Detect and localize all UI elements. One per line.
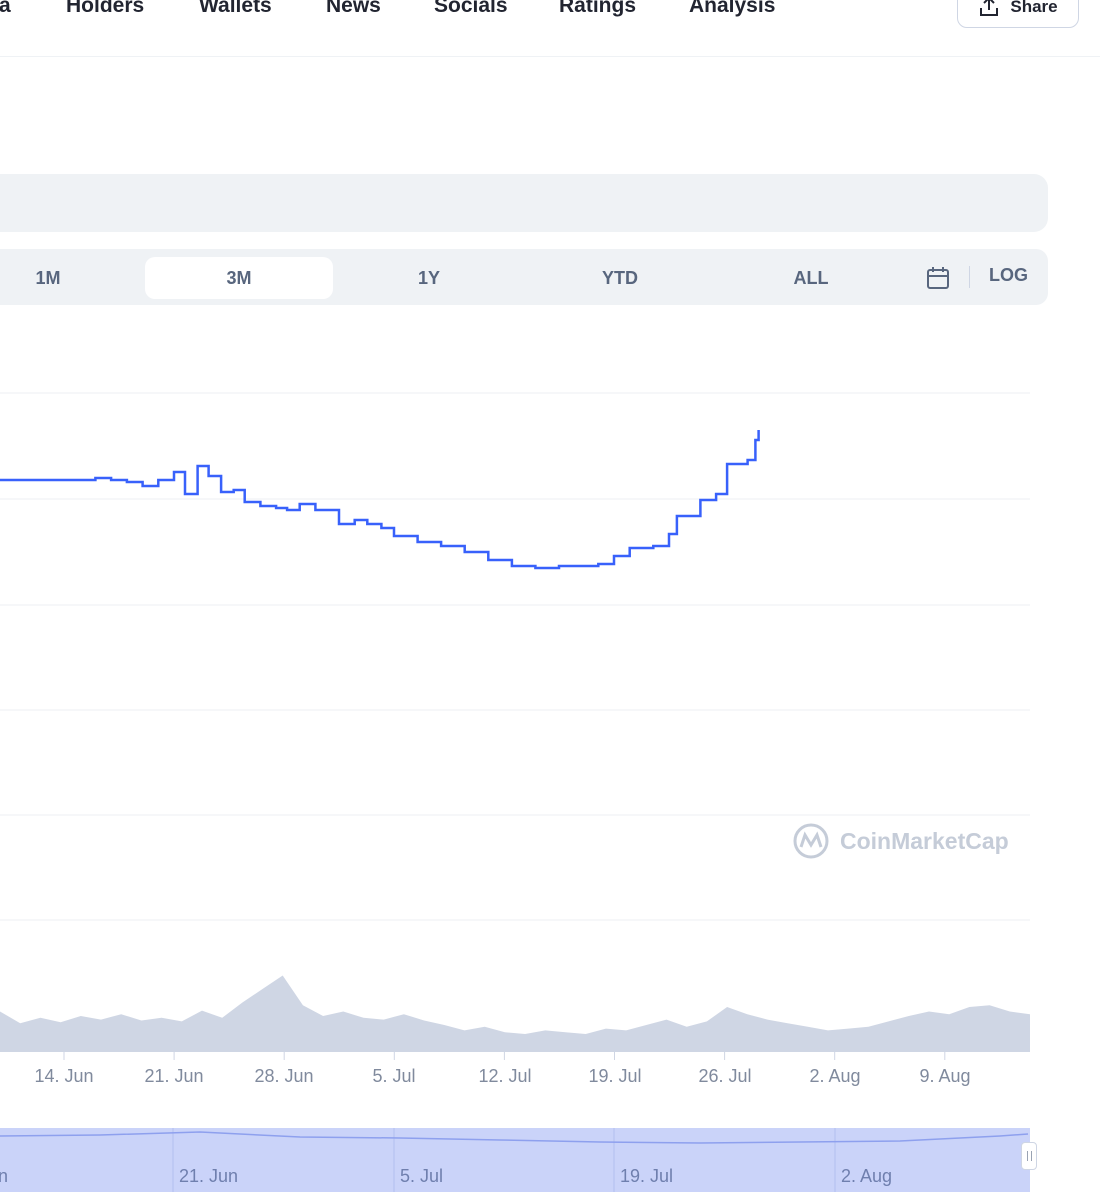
x-tick-label: 14. Jun <box>34 1066 94 1086</box>
log-toggle[interactable]: LOG <box>989 265 1028 285</box>
top-nav: ta Holders Wallets News Socials Ratings … <box>0 0 1100 57</box>
navigator-tick-label: 19. Jul <box>620 1166 674 1186</box>
nav-item-holders[interactable]: Holders <box>66 0 145 17</box>
navigator-svg <box>0 1128 1029 1192</box>
coinmarketcap-watermark: CoinMarketCap <box>792 822 1009 860</box>
x-tick-label: 12. Jul <box>478 1066 532 1086</box>
nav-item-wallets[interactable]: Wallets <box>199 0 272 17</box>
x-axis-tick-marks <box>63 1052 946 1060</box>
share-icon <box>980 0 999 16</box>
range-1m[interactable]: 1M <box>35 267 61 288</box>
x-tick-label: 9. Aug <box>919 1066 971 1086</box>
x-tick-label: 2. Aug <box>809 1066 861 1086</box>
share-button[interactable]: Share <box>957 0 1079 28</box>
volume-area <box>0 975 1030 1052</box>
nav-item-news[interactable]: News <box>326 0 381 17</box>
navigator-tick-label: 2. Aug <box>841 1166 893 1186</box>
range-all[interactable]: ALL <box>793 267 829 288</box>
nav-item-analysis[interactable]: Analysis <box>689 0 776 17</box>
nav-item-data[interactable]: ta <box>0 0 11 17</box>
navigator-tick-label: 21. Jun <box>179 1166 239 1186</box>
coinmarketcap-logo-icon <box>793 823 829 859</box>
x-tick-label: 28. Jun <box>254 1066 314 1086</box>
price-line <box>0 430 760 570</box>
range-1y[interactable]: 1Y <box>417 267 441 288</box>
x-tick-label: 5. Jul <box>372 1066 416 1086</box>
range-divider <box>969 266 970 288</box>
navigator-tick-label: n <box>0 1166 9 1186</box>
navigator-tick-label: 5. Jul <box>400 1166 444 1186</box>
share-label: Share <box>1010 0 1058 16</box>
x-tick-label: 21. Jun <box>144 1066 204 1086</box>
range-ytd[interactable]: YTD <box>602 267 638 288</box>
x-tick-label: 26. Jul <box>698 1066 752 1086</box>
range-3m[interactable]: 3M <box>145 257 333 299</box>
range-navigator[interactable] <box>0 1128 1030 1192</box>
chart-grid <box>0 392 1030 921</box>
nav-item-ratings[interactable]: Ratings <box>559 0 637 17</box>
navigator-handle-right[interactable] <box>1021 1142 1037 1170</box>
watermark-text: CoinMarketCap <box>840 827 1009 854</box>
x-tick-label: 19. Jul <box>588 1066 642 1086</box>
chart-type-bar <box>0 174 1048 232</box>
nav-item-socials[interactable]: Socials <box>434 0 508 17</box>
calendar-icon[interactable] <box>925 265 951 291</box>
price-chart <box>0 392 1030 1060</box>
